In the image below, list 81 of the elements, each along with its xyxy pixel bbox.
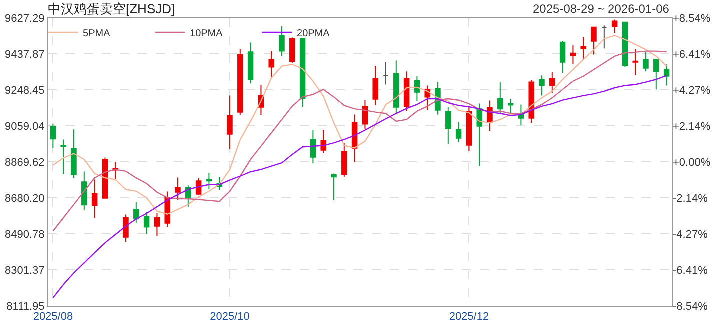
- y2-tick-label: -2.14%: [673, 192, 708, 205]
- candlestick: [528, 80, 534, 124]
- candlestick: [383, 62, 389, 86]
- y-tick-label: 8869.62: [5, 156, 45, 169]
- candlestick: [206, 172, 212, 190]
- candlestick: [508, 98, 514, 116]
- chart-title: 中汉鸡蛋卖空[ZHSJD]: [48, 2, 176, 17]
- candlestick: [92, 179, 98, 218]
- y-tick-label: 8111.95: [6, 300, 45, 313]
- candlestick: [664, 64, 670, 86]
- candlestick: [632, 48, 638, 76]
- candlestick: [643, 52, 649, 72]
- y2-tick-label: -6.41%: [673, 264, 708, 277]
- line-series: [52, 75, 668, 299]
- candlestick: [539, 75, 545, 96]
- y-tick-label: 9437.87: [5, 48, 45, 61]
- candlestick: [320, 130, 326, 154]
- candlestick: [144, 212, 150, 234]
- y2-tick-label: -4.27%: [673, 228, 708, 241]
- candlestick: [331, 173, 337, 201]
- y-tick-label: 8680.20: [5, 192, 45, 205]
- candlestick: [310, 130, 316, 164]
- candlestick: [424, 85, 430, 111]
- y-tick-label: 8490.78: [5, 228, 45, 241]
- candlestick: [50, 123, 56, 149]
- y-tick-label: 9059.04: [5, 120, 45, 133]
- candlestick: [300, 38, 306, 108]
- candlestick: [352, 114, 358, 163]
- candlestick: [290, 37, 296, 64]
- candlestick: [248, 42, 254, 84]
- candlestick: [612, 19, 618, 34]
- y2-tick-label: +6.41%: [673, 48, 711, 61]
- candlestick: [622, 22, 628, 68]
- candlestick: [123, 214, 129, 243]
- x-tick-label: 2025/10: [210, 311, 250, 320]
- candlestick: [487, 100, 493, 132]
- candlestick: [446, 106, 452, 145]
- x-tick-label: 2025/08: [33, 311, 74, 320]
- y2-tick-label: +4.27%: [673, 84, 711, 97]
- legend-label: 5PMA: [83, 28, 111, 40]
- y-tick-label: 9248.45: [5, 84, 45, 97]
- candlestick: [404, 71, 410, 112]
- candlestick: [279, 26, 285, 57]
- y2-tick-label: +0.00%: [673, 156, 711, 169]
- candlestick: [175, 177, 181, 201]
- legend-label: 20PMA: [297, 28, 330, 40]
- candlestick: [456, 122, 462, 143]
- candlestick: [591, 26, 597, 56]
- candlestick: [476, 103, 482, 167]
- candlestick: [82, 171, 88, 211]
- legend-label: 10PMA: [190, 28, 224, 40]
- candlestick: [71, 129, 77, 179]
- candlestick: [498, 82, 504, 114]
- line-series: [52, 35, 668, 215]
- candlestick: [60, 139, 66, 175]
- candlestick: [560, 40, 566, 74]
- y-tick-label: 9627.29: [5, 12, 45, 25]
- candlestick: [134, 202, 140, 224]
- candlestick: [362, 100, 368, 130]
- candlestick: [342, 142, 348, 178]
- candlestick: [602, 25, 608, 50]
- chart-subtitle: 2025-08-29 ~ 2026-01-06: [533, 2, 670, 16]
- candlestick: [414, 76, 420, 102]
- candlestick: [580, 36, 586, 60]
- candlestick: [570, 45, 576, 65]
- y2-tick-label: +2.14%: [673, 120, 711, 133]
- candlestick: [654, 58, 660, 90]
- y2-tick-label: +8.54%: [673, 12, 711, 25]
- candlestick: [466, 106, 472, 152]
- candlestick: [238, 48, 244, 116]
- candlestick: [102, 157, 108, 199]
- candlestick: [154, 212, 160, 237]
- y-tick-label: 8301.37: [5, 264, 45, 277]
- line-series: [52, 50, 668, 232]
- candlestick: [550, 72, 556, 94]
- y2-tick-label: -8.54%: [673, 300, 708, 313]
- candlestick: [372, 66, 378, 106]
- candlestick: [268, 50, 274, 80]
- candlestick: [227, 95, 233, 150]
- candlestick: [394, 60, 400, 114]
- x-tick-label: 2025/12: [449, 311, 490, 320]
